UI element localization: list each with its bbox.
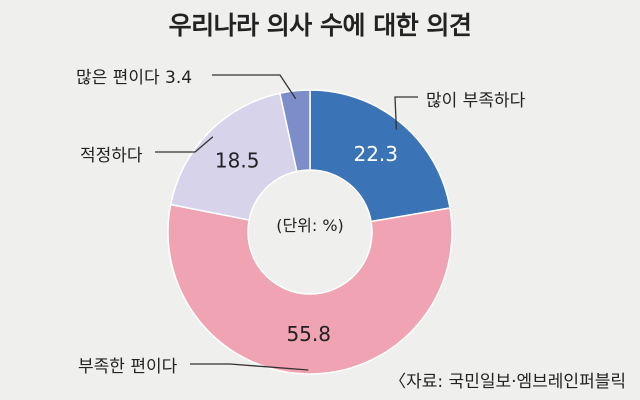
slice-somewhat-insufficient: [167, 203, 453, 375]
slice-label-somewhat-many: 많은 편이다 3.4: [76, 68, 193, 88]
chart-title: 우리나라 의사 수에 대한 의견: [168, 11, 472, 40]
unit-note: (단위: %): [276, 216, 344, 235]
source-credit: 〈자료: 국민일보·엠브레인퍼블릭: [389, 372, 626, 392]
slice-label-somewhat-insufficient: 부족한 편이다: [78, 357, 178, 377]
leader-line-somewhat-insufficient: [190, 363, 309, 371]
slice-much-insufficient: [309, 89, 451, 223]
leader-line-somewhat-many: [212, 74, 297, 100]
slice-label-much-insufficient: 많이 부족하다: [426, 91, 526, 111]
leader-line-much-insufficient: [394, 96, 418, 130]
leader-line-adequate: [155, 136, 214, 153]
slice-somewhat-many: [279, 89, 311, 173]
value-label-adequate: 18.5: [215, 149, 260, 173]
slice-adequate: [169, 92, 298, 221]
value-label-much-insufficient: 22.3: [353, 142, 398, 166]
slice-label-adequate: 적정하다: [80, 146, 143, 166]
value-label-somewhat-insufficient: 55.8: [286, 322, 331, 346]
